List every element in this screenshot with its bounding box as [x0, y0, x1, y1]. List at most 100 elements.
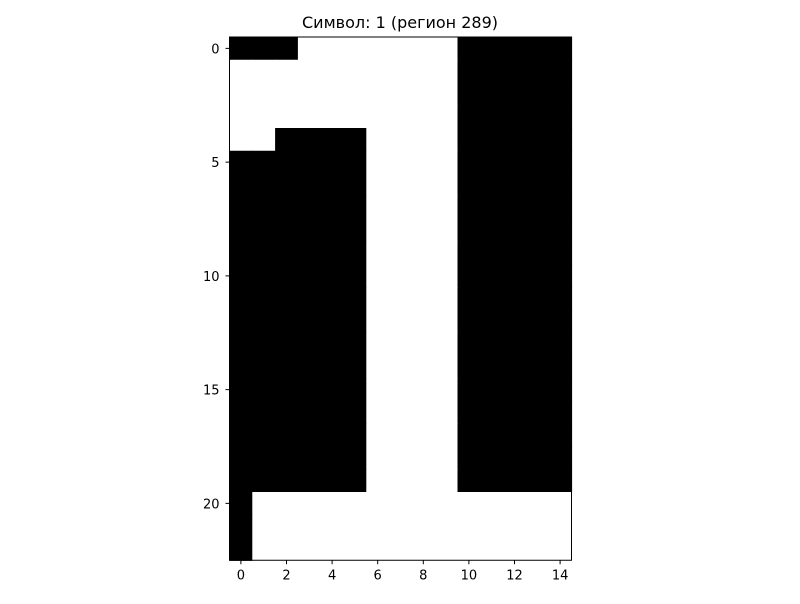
heatmap-cell — [411, 264, 436, 288]
heatmap-cell — [297, 332, 322, 357]
heatmap-cell — [229, 105, 253, 129]
heatmap-cell — [229, 287, 253, 311]
heatmap-cell — [275, 82, 299, 106]
heatmap-cell — [389, 514, 413, 539]
heatmap-cell — [389, 219, 413, 243]
heatmap-cell — [411, 82, 436, 106]
heatmap-cell — [389, 128, 413, 152]
heatmap-cell — [548, 105, 573, 129]
heatmap-cell — [525, 128, 550, 152]
heatmap-cell — [503, 537, 527, 561]
heatmap-cell — [229, 196, 253, 220]
heatmap-cell — [503, 446, 527, 470]
y-tick-label: 10 — [203, 270, 220, 285]
heatmap-cell — [548, 196, 573, 220]
heatmap-cell — [229, 514, 253, 539]
heatmap-cell — [548, 219, 573, 243]
heatmap-cell — [480, 241, 504, 266]
heatmap-cell — [343, 446, 367, 470]
heatmap-cell — [457, 150, 481, 175]
heatmap-cell — [252, 287, 276, 311]
heatmap-cell — [275, 355, 299, 379]
heatmap-cell — [411, 287, 436, 311]
heatmap-cell — [548, 264, 573, 288]
heatmap-cell — [343, 378, 367, 402]
heatmap-cell — [275, 219, 299, 243]
heatmap-cells — [229, 37, 573, 561]
y-tick-label: 0 — [211, 42, 219, 57]
heatmap-cell — [480, 492, 504, 516]
heatmap-cell — [457, 37, 481, 61]
heatmap-cell — [366, 446, 390, 470]
heatmap-cell — [275, 378, 299, 402]
heatmap-cell — [320, 355, 345, 379]
heatmap-cell — [503, 37, 527, 61]
heatmap-cell — [343, 492, 367, 516]
heatmap-cell — [297, 537, 322, 561]
heatmap-cell — [252, 401, 276, 425]
heatmap-cell — [503, 82, 527, 106]
heatmap-cell — [434, 423, 459, 448]
heatmap-cell — [525, 173, 550, 197]
heatmap-cell — [411, 105, 436, 129]
heatmap-cell — [275, 37, 299, 61]
heatmap-cell — [434, 401, 459, 425]
heatmap-cell — [411, 196, 436, 220]
heatmap-cell — [320, 82, 345, 106]
heatmap-cell — [434, 37, 459, 61]
heatmap-cell — [411, 446, 436, 470]
heatmap-cell — [480, 150, 504, 175]
heatmap-cell — [434, 492, 459, 516]
heatmap-cell — [366, 332, 390, 357]
heatmap-cell — [457, 401, 481, 425]
heatmap-cell — [411, 401, 436, 425]
heatmap-cell — [389, 423, 413, 448]
heatmap-cell — [480, 446, 504, 470]
heatmap-cell — [343, 514, 367, 539]
heatmap-cell — [548, 537, 573, 561]
heatmap-cell — [480, 537, 504, 561]
heatmap-cell — [389, 82, 413, 106]
heatmap-cell — [366, 82, 390, 106]
heatmap-cell — [411, 332, 436, 357]
heatmap-cell — [366, 173, 390, 197]
heatmap-cell — [457, 332, 481, 357]
heatmap-cell — [411, 492, 436, 516]
heatmap-cell — [252, 423, 276, 448]
heatmap-cell — [275, 59, 299, 84]
heatmap-cell — [389, 446, 413, 470]
y-tick-label: 15 — [203, 384, 220, 399]
heatmap-cell — [389, 332, 413, 357]
heatmap-cell — [320, 59, 345, 84]
heatmap-cell — [343, 264, 367, 288]
heatmap-cell — [229, 173, 253, 197]
heatmap-cell — [343, 82, 367, 106]
heatmap-cell — [366, 150, 390, 175]
heatmap-cell — [366, 59, 390, 84]
heatmap-cell — [252, 469, 276, 493]
heatmap-cell — [480, 423, 504, 448]
heatmap-cell — [480, 219, 504, 243]
heatmap-cell — [297, 82, 322, 106]
heatmap-cell — [252, 82, 276, 106]
heatmap-cell — [457, 355, 481, 379]
x-tick-label: 4 — [328, 568, 336, 583]
heatmap-cell — [252, 446, 276, 470]
heatmap-cell — [457, 469, 481, 493]
heatmap-cell — [320, 287, 345, 311]
heatmap-cell — [525, 355, 550, 379]
heatmap-cell — [343, 287, 367, 311]
x-tick-label: 12 — [506, 568, 523, 583]
heatmap-cell — [252, 378, 276, 402]
heatmap-cell — [457, 196, 481, 220]
heatmap-cell — [434, 310, 459, 334]
heatmap-cell — [411, 514, 436, 539]
heatmap-cell — [457, 492, 481, 516]
heatmap-cell — [320, 469, 345, 493]
heatmap-cell — [252, 241, 276, 266]
x-tick-label: 0 — [237, 568, 245, 583]
heatmap-cell — [252, 173, 276, 197]
heatmap-cell — [229, 378, 253, 402]
heatmap-cell — [480, 378, 504, 402]
